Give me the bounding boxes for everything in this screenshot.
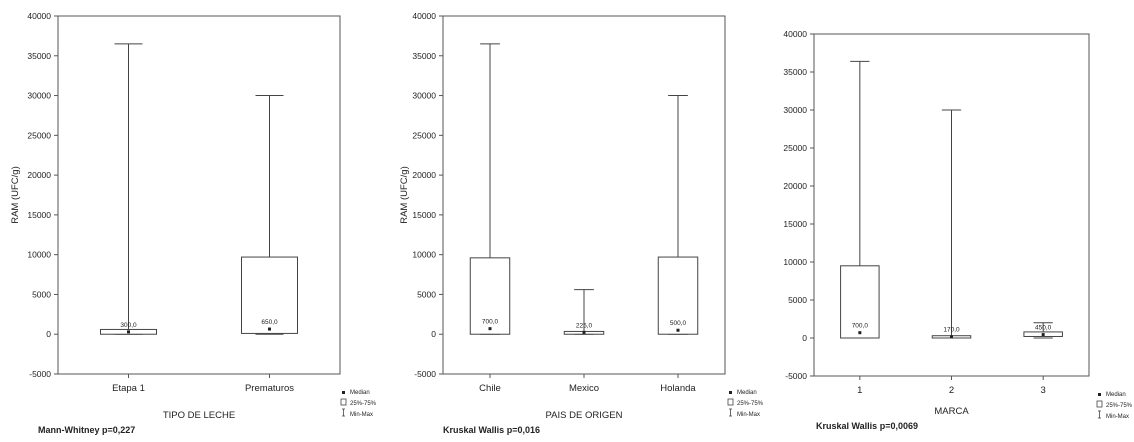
iqr-box — [840, 265, 880, 339]
x-tick-label: Chile — [479, 383, 501, 394]
y-tick-label: 0 — [431, 329, 436, 339]
test-footnote: Kruskal Wallis p=0,016 — [443, 425, 540, 435]
x-tick-label: Holanda — [660, 383, 696, 394]
y-tick-label: -5000 — [785, 371, 807, 381]
legend-median-label: Median — [737, 390, 757, 396]
y-axis-label: RAM (UFC/g) — [10, 166, 21, 224]
y-tick-label: 25000 — [27, 130, 51, 140]
x-axis-label: TIPO DE LECHE — [163, 410, 235, 421]
chart-panel-tipo-de-leche: -5000 0 5000 10000 15000 20000 25000 30000 35000… — [0, 0, 378, 437]
y-tick-label: 25000 — [412, 130, 436, 140]
test-footnote: Kruskal Wallis p=0,0069 — [816, 421, 918, 431]
median-marker — [488, 327, 492, 331]
y-tick-label: -5000 — [29, 369, 51, 379]
median-label: 500,0 — [670, 320, 687, 327]
y-tick-label: 30000 — [412, 91, 436, 101]
legend-range-label: Min-Max — [1106, 414, 1129, 420]
median-marker — [1041, 333, 1045, 337]
y-tick-label: 10000 — [412, 250, 436, 260]
iqr-box — [469, 257, 511, 335]
y-tick-label: 15000 — [783, 219, 807, 229]
x-tick-label: 3 — [1041, 385, 1046, 396]
legend-range-label: Min-Max — [737, 412, 760, 418]
legend-median-swatch — [342, 391, 345, 394]
legend-box-label: 25%-75% — [737, 401, 764, 407]
median-marker — [582, 330, 586, 334]
x-tick-label: Mexico — [569, 383, 599, 394]
y-tick-label: 5000 — [788, 295, 807, 305]
boxplot-tipo-de-leche: -5000 0 5000 10000 15000 20000 25000 30000 35000… — [10, 11, 377, 435]
x-axis-label: MARCA — [934, 406, 969, 417]
y-tick-label: 0 — [46, 329, 51, 339]
y-tick-label: 20000 — [783, 181, 807, 191]
y-tick-label: 40000 — [27, 11, 51, 21]
y-tick-label: 5000 — [417, 289, 436, 299]
y-axis-label: RAM (UFC/g) — [399, 166, 410, 224]
x-axis-label: PAIS DE ORIGEN — [546, 410, 623, 421]
y-tick-label: 30000 — [27, 91, 51, 101]
median-marker — [676, 328, 680, 332]
y-tick-label: 25000 — [783, 143, 807, 153]
boxplot-marca: -5000 0 5000 10000 15000 20000 25000 30000 35000… — [783, 29, 1133, 431]
legend-box-swatch — [340, 398, 347, 406]
y-tick-label: 10000 — [27, 250, 51, 260]
y-tick-label: 20000 — [27, 170, 51, 180]
y-tick-label: -5000 — [414, 369, 436, 379]
legend-median-label: Median — [350, 390, 370, 396]
chart-panel-pais-de-origen: -5000 0 5000 10000 15000 20000 25000 30000 35000… — [395, 0, 773, 437]
y-tick-label: 5000 — [32, 289, 51, 299]
y-tick-label: 0 — [802, 333, 807, 343]
legend-box-swatch — [1096, 400, 1103, 408]
y-tick-label: 40000 — [783, 29, 807, 39]
legend-box-label: 25%-75% — [350, 401, 377, 407]
iqr-box — [657, 256, 699, 335]
median-label: 700,0 — [482, 319, 499, 326]
x-tick-label: Etapa 1 — [112, 383, 145, 394]
median-marker — [950, 335, 953, 339]
y-tick-label: 15000 — [412, 210, 436, 220]
median-marker — [127, 330, 130, 334]
legend-range-label: Min-Max — [350, 412, 373, 418]
y-tick-label: 30000 — [783, 105, 807, 115]
iqr-box — [241, 256, 298, 334]
median-marker — [858, 331, 862, 335]
legend-median-swatch — [729, 391, 732, 394]
y-tick-label: 10000 — [783, 257, 807, 267]
median-label: 650,0 — [261, 319, 278, 326]
legend-median-label: Median — [1106, 392, 1126, 398]
median-label: 700,0 — [852, 323, 869, 330]
y-tick-label: 15000 — [27, 210, 51, 220]
legend-box-swatch — [727, 398, 734, 406]
y-tick-label: 40000 — [412, 11, 436, 21]
y-tick-label: 35000 — [27, 51, 51, 61]
median-marker — [268, 327, 271, 331]
x-tick-label: 1 — [857, 385, 862, 396]
boxplot-pais-de-origen: -5000 0 5000 10000 15000 20000 25000 30000 35000… — [399, 11, 764, 435]
median-label: 170,0 — [943, 327, 960, 334]
chart-panel-marca: -5000 0 5000 10000 15000 20000 25000 30000 35000… — [772, 0, 1134, 437]
test-footnote: Mann-Whitney p=0,227 — [38, 425, 135, 435]
median-label: 450,0 — [1035, 325, 1052, 332]
y-tick-label: 35000 — [783, 67, 807, 77]
median-label: 225,0 — [576, 322, 593, 329]
legend-box-label: 25%-75% — [1106, 403, 1133, 409]
x-tick-label: 2 — [949, 385, 954, 396]
y-tick-label: 20000 — [412, 170, 436, 180]
median-label: 300,0 — [120, 322, 137, 329]
legend-median-swatch — [1098, 393, 1101, 396]
x-tick-label: Prematuros — [245, 383, 294, 394]
y-tick-label: 35000 — [412, 51, 436, 61]
